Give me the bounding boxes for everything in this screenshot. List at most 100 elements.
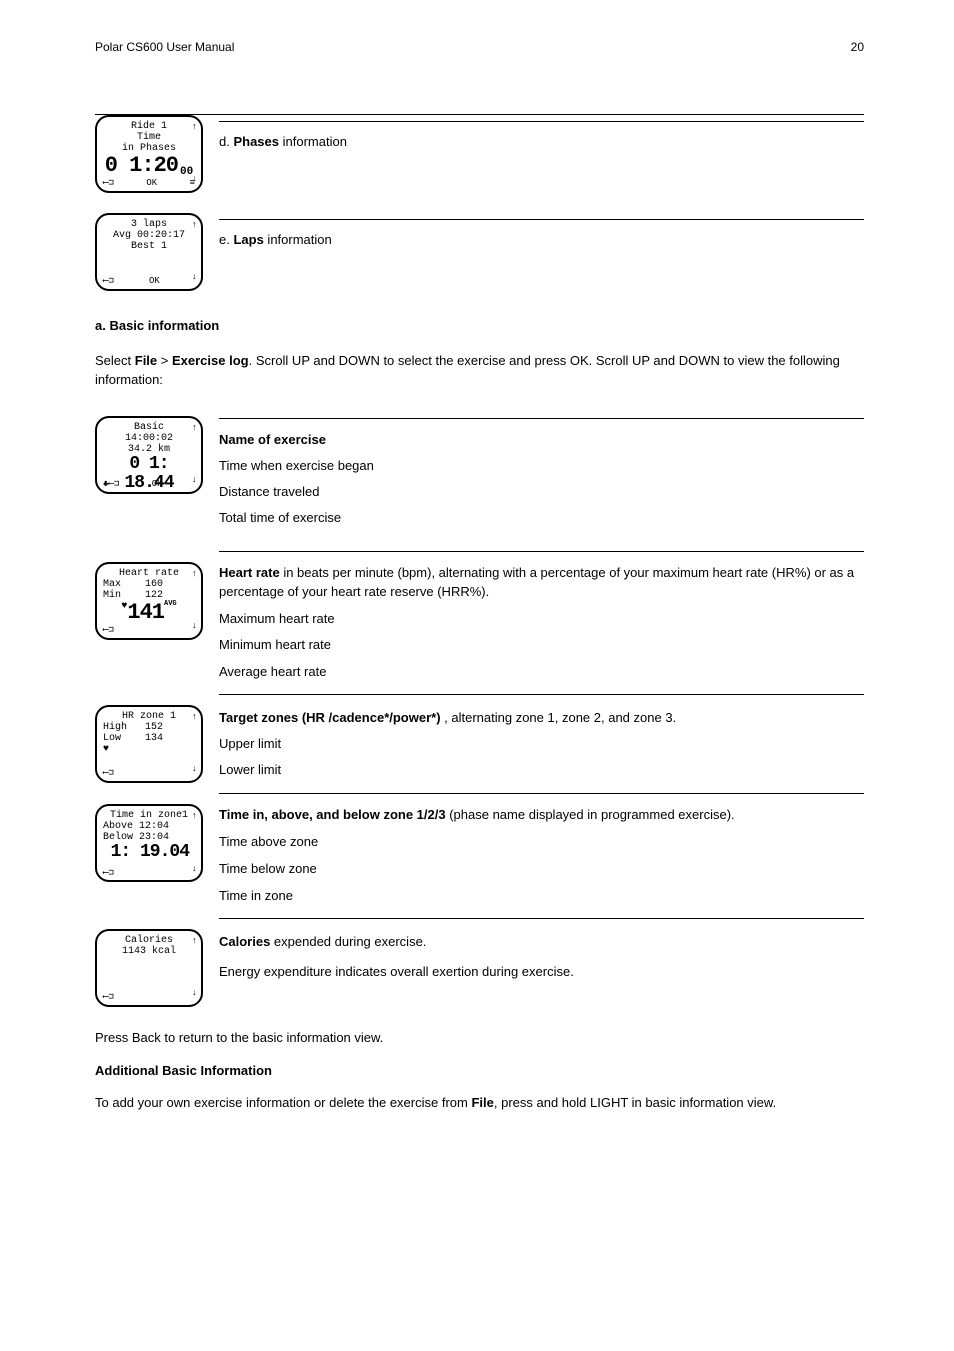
footer-p1: Press Back to return to the basic inform…	[95, 1029, 864, 1048]
scroll-arrows-icon: ↑↓	[192, 937, 197, 999]
divider	[219, 551, 864, 552]
lcd-big: 1: 19.04	[103, 843, 195, 863]
lcd-big: 0 1:20	[105, 154, 178, 178]
label-bold: Phases	[233, 134, 279, 149]
row-phases: Ride 1 Time in Phases 0 1:20 00 ↑↓ ⟵⊐OK≡…	[95, 115, 864, 193]
info-line: Time in zone	[219, 887, 864, 906]
lcd-line: Time in zone1	[103, 810, 195, 821]
device-screen-basic: Basic 14:00:02 34.2 km 0 1: 18.44 ↑↓ ♣⟵⊐…	[95, 416, 203, 494]
scroll-arrows-icon: ↑↓	[192, 123, 197, 185]
footer-heading: Additional Basic Information	[95, 1062, 864, 1081]
scroll-arrows-icon: ↑↓	[192, 812, 197, 874]
info-title: Name of exercise	[219, 429, 864, 451]
info-line: Minimum heart rate	[219, 636, 864, 655]
lcd-line: Low 134	[103, 733, 195, 744]
lcd-line: 34.2 km	[103, 444, 195, 455]
label-bold: Laps	[233, 232, 263, 247]
label-prefix: e.	[219, 232, 233, 247]
scroll-arrows-icon: ↑↓	[192, 570, 197, 632]
block-target-zones: HR zone 1 High 152 Low 134 ♥ ↑↓ ⟵⊐ Targe…	[95, 705, 864, 785]
footer-symbols: ⟵⊐	[103, 993, 195, 1003]
info-line: Distance traveled	[219, 481, 864, 503]
text: >	[157, 353, 172, 368]
label-suffix: information	[279, 134, 347, 149]
scroll-arrows-icon: ↑↓	[192, 713, 197, 775]
text: To add your own exercise information or …	[95, 1095, 471, 1110]
text-bold: Exercise log	[172, 353, 249, 368]
text-bold: File	[135, 353, 157, 368]
lcd-big: 141	[127, 601, 164, 625]
lcd-line: Calories	[103, 935, 195, 946]
info-title-bold: Heart rate	[219, 565, 280, 580]
block-name-of-exercise: Basic 14:00:02 34.2 km 0 1: 18.44 ↑↓ ♣⟵⊐…	[95, 416, 864, 533]
text: , press and hold LIGHT in basic informat…	[494, 1095, 776, 1110]
section-a-para: Select File > Exercise log. Scroll UP an…	[95, 352, 864, 390]
device-screen-laps: 3 laps Avg 00:20:17 Best 1 ↑↓ ⟵⊐OK	[95, 213, 203, 291]
scroll-arrows-icon: ↑↓	[192, 424, 197, 486]
lcd-line: Heart rate	[103, 568, 195, 579]
label-prefix: d.	[219, 134, 233, 149]
device-screen-zones: HR zone 1 High 152 Low 134 ♥ ↑↓ ⟵⊐	[95, 705, 203, 783]
info-title-rest: in beats per minute (bpm), alternating w…	[219, 565, 854, 599]
info-text: Time in, above, and below zone 1/2/3 (ph…	[219, 804, 864, 909]
info-title-bold: Time in, above, and below zone 1/2/3	[219, 807, 446, 822]
text-bold: File	[471, 1095, 493, 1110]
text: Select	[95, 353, 135, 368]
block-calories: Calories 1143 kcal ↑↓ ⟵⊐ Calories expend…	[95, 929, 864, 1007]
device-screen-hr: Heart rate Max 160 Min 122 ♥ 141 AVG ↑↓ …	[95, 562, 203, 640]
footer-symbols: ⟵⊐	[103, 869, 195, 879]
info-text: Heart rate in beats per minute (bpm), al…	[219, 562, 864, 686]
page-number: 20	[851, 40, 864, 54]
footer-symbols: ⟵⊐	[103, 769, 195, 779]
info-line: Time above zone	[219, 833, 864, 852]
info-line: Time when exercise began	[219, 455, 864, 477]
scroll-arrows-icon: ↑↓	[192, 221, 197, 283]
lcd-line: 14:00:02	[103, 433, 195, 444]
divider	[219, 793, 864, 794]
info-line: Upper limit	[219, 733, 864, 755]
footer-text: Press Back to return to the basic inform…	[95, 1029, 864, 1114]
row-laps: 3 laps Avg 00:20:17 Best 1 ↑↓ ⟵⊐OK e. La…	[95, 213, 864, 291]
footer-symbols: ⟵⊐OK≡	[103, 179, 195, 189]
footer-symbols: ♣⟵⊐OK	[103, 480, 195, 490]
footer-symbols: ⟵⊐	[103, 626, 195, 636]
heading-a: a. Basic information	[95, 317, 864, 336]
device-screen-calories: Calories 1143 kcal ↑↓ ⟵⊐	[95, 929, 203, 1007]
info-text: Calories expended during exercise. Energ…	[219, 929, 864, 987]
info-title-rest: , alternating zone 1, zone 2, and zone 3…	[441, 710, 677, 725]
section-a-heading: a. Basic information	[95, 317, 864, 336]
header-title: Polar CS600 User Manual	[95, 40, 234, 54]
lcd-line: HR zone 1	[103, 711, 195, 722]
info-title-bold: Target zones (HR /cadence*/power*)	[219, 710, 441, 725]
lcd-line: Avg 00:20:17	[103, 230, 195, 241]
divider	[219, 694, 864, 695]
info-line: Time below zone	[219, 860, 864, 879]
lcd-line: Max 160	[103, 579, 195, 590]
divider	[219, 918, 864, 919]
info-line: Average heart rate	[219, 663, 864, 682]
block-time-in-zone: Time in zone1 Above 12:04 Below 23:04 1:…	[95, 804, 864, 909]
device-screen-phases: Ride 1 Time in Phases 0 1:20 00 ↑↓ ⟵⊐OK≡	[95, 115, 203, 193]
footer-symbols: ⟵⊐OK	[103, 277, 195, 287]
info-text: Target zones (HR /cadence*/power*) , alt…	[219, 705, 864, 785]
info-title-rest: (phase name displayed in programmed exer…	[446, 807, 735, 822]
info-line: Total time of exercise	[219, 507, 864, 529]
lcd-line: Time	[103, 132, 195, 143]
lcd-line: 1143 kcal	[103, 946, 195, 957]
block-heart-rate: Heart rate Max 160 Min 122 ♥ 141 AVG ↑↓ …	[95, 562, 864, 686]
info-text: Name of exercise Time when exercise bega…	[219, 416, 864, 533]
page: Polar CS600 User Manual 20 Ride 1 Time i…	[0, 0, 954, 1199]
info-title-rest: expended during exercise.	[270, 934, 426, 949]
page-header: Polar CS600 User Manual 20	[95, 40, 864, 115]
laps-label: e. Laps information	[219, 213, 864, 247]
lcd-sup: AVG	[164, 601, 177, 609]
label-suffix: information	[264, 232, 332, 247]
device-screen-timezone: Time in zone1 Above 12:04 Below 23:04 1:…	[95, 804, 203, 882]
lcd-line: Best 1	[103, 241, 195, 252]
phases-label: d. Phases information	[219, 115, 864, 149]
info-line: Lower limit	[219, 759, 864, 781]
lcd-line: 3 laps	[103, 219, 195, 230]
info-title-bold: Calories	[219, 934, 270, 949]
info-line: Maximum heart rate	[219, 610, 864, 629]
lcd-line: Ride 1	[103, 121, 195, 132]
